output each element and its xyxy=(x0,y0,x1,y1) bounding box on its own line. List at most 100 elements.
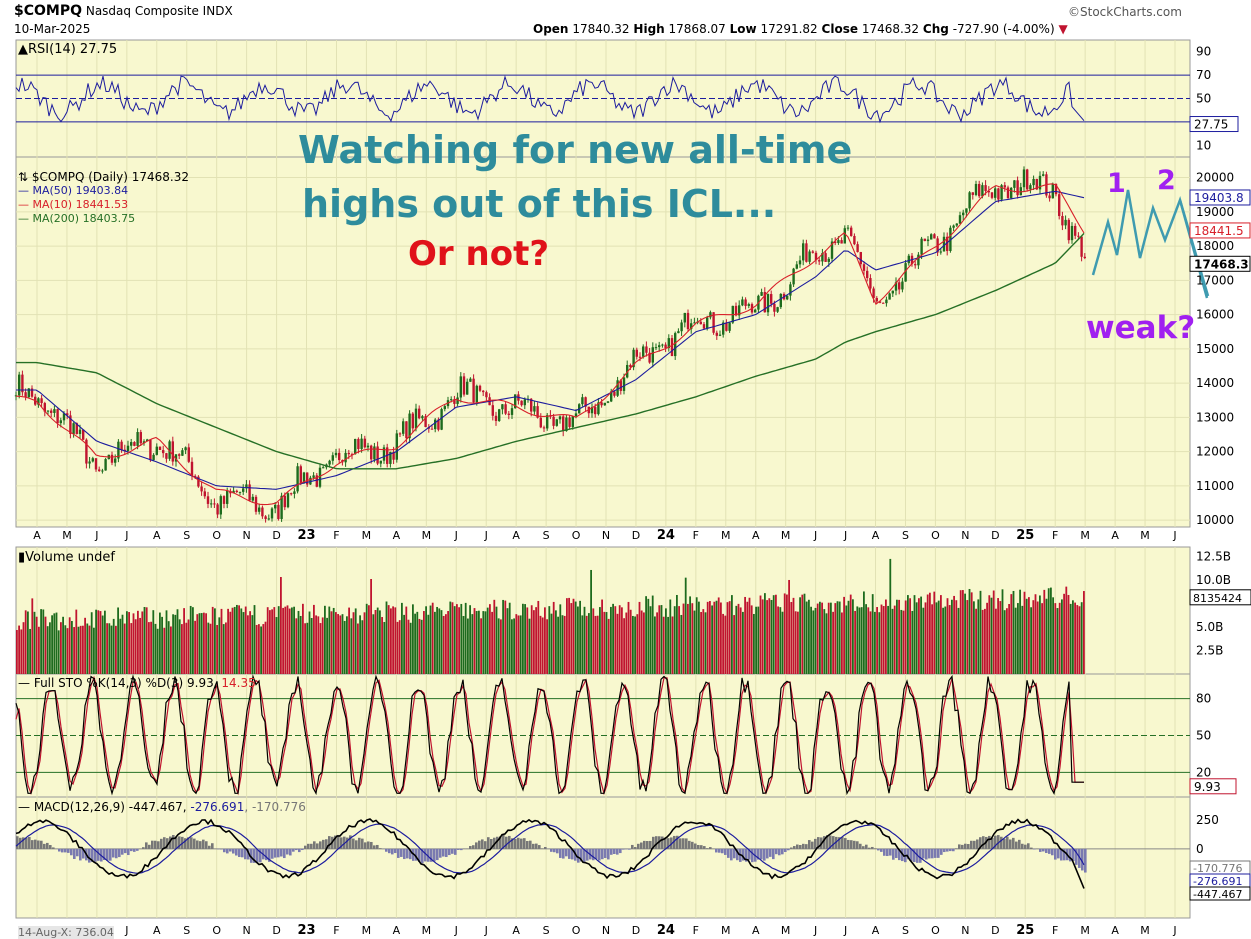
volume-bar xyxy=(403,614,405,674)
rsi-line xyxy=(15,75,1085,124)
volume-bar xyxy=(79,625,82,674)
volume-bar xyxy=(588,613,590,674)
macd-histogram-bar xyxy=(949,848,952,852)
volume-bar xyxy=(605,612,608,674)
volume-bar xyxy=(786,594,788,674)
volume-bar xyxy=(594,615,597,674)
month-axis-label-bottom: N xyxy=(961,924,969,937)
volume-bar xyxy=(519,615,522,674)
volume-value-label: 8135424 xyxy=(1193,592,1242,605)
price-candle xyxy=(878,301,882,303)
volume-bar xyxy=(698,601,700,674)
month-axis-label: D xyxy=(272,529,280,542)
volume-bar xyxy=(304,623,306,674)
macd-histogram-bar xyxy=(544,846,547,849)
price-tick: 19000 xyxy=(1196,205,1234,219)
macd-histogram-bar xyxy=(121,848,124,855)
price-candle xyxy=(450,399,453,401)
price-candle xyxy=(635,349,638,357)
volume-bar xyxy=(460,603,463,674)
month-axis-label-bottom: J xyxy=(454,924,458,937)
volume-bar xyxy=(414,613,416,674)
volume-bar xyxy=(229,611,232,674)
candle-icon: ⇅ xyxy=(18,170,29,184)
volume-bar xyxy=(981,609,984,674)
volume-bar xyxy=(524,604,526,674)
macd-histogram-bar xyxy=(448,848,451,856)
price-candle xyxy=(315,475,318,487)
volume-bar xyxy=(684,577,687,674)
price-candle xyxy=(174,454,178,462)
price-candle xyxy=(293,491,296,494)
macd-histogram-bar xyxy=(70,848,73,856)
volume-bar xyxy=(1017,603,1019,674)
macd-histogram-bar xyxy=(694,843,697,849)
volume-bar xyxy=(940,595,942,674)
macd-histogram-bar xyxy=(370,841,373,849)
sto-value-box xyxy=(1189,778,1237,795)
macd-histogram-bar xyxy=(328,836,331,849)
volume-bar xyxy=(634,616,636,674)
volume-bar xyxy=(810,606,812,674)
price-candle xyxy=(626,364,629,378)
price-candle xyxy=(574,413,578,417)
macd-histogram-bar xyxy=(364,842,367,849)
macd-histogram-bar xyxy=(388,848,391,854)
month-axis-label-bottom: N xyxy=(243,924,251,937)
price-candle xyxy=(88,461,91,464)
macd-histogram-bar xyxy=(379,848,382,849)
volume-bar xyxy=(843,596,845,674)
macd-histogram-bar xyxy=(601,848,604,860)
volume-bar xyxy=(200,613,203,674)
volume-bar xyxy=(49,622,51,674)
low-label: Low xyxy=(729,22,757,36)
volume-bar xyxy=(302,603,304,674)
volume-bar xyxy=(478,610,480,674)
price-candle xyxy=(216,504,219,515)
volume-bar xyxy=(759,595,762,674)
volume-bar xyxy=(183,608,185,674)
month-axis-label: N xyxy=(961,529,969,542)
price-candle xyxy=(965,208,968,213)
volume-bar xyxy=(781,611,784,674)
price-candle xyxy=(94,458,98,470)
macd-histogram-bar xyxy=(940,848,943,855)
volume-bar xyxy=(293,606,295,674)
volume-bar xyxy=(456,604,458,674)
macd-value-label: -447.467 xyxy=(1193,888,1242,901)
month-axis-label: A xyxy=(1111,529,1119,542)
volume-bar xyxy=(29,628,31,674)
macd-histogram-bar xyxy=(196,840,199,849)
macd-histogram-bar xyxy=(394,848,397,854)
volume-bar xyxy=(933,591,936,674)
month-axis-label-bottom: F xyxy=(1052,924,1058,937)
volume-bar xyxy=(900,609,903,674)
macd-histogram-bar xyxy=(961,844,964,849)
volume-bar xyxy=(484,611,487,674)
volume-bar xyxy=(1019,589,1021,674)
volume-bar xyxy=(110,625,113,674)
price-candle xyxy=(670,338,674,357)
volume-bar xyxy=(739,607,742,674)
macd-histogram-bar xyxy=(1054,848,1057,860)
volume-bar xyxy=(865,604,867,674)
volume-bar xyxy=(24,610,27,674)
volume-bar xyxy=(82,625,84,674)
price-candle xyxy=(376,446,379,464)
macd-histogram-bar xyxy=(409,848,412,860)
price-candle xyxy=(37,398,40,405)
price-candle xyxy=(584,397,587,407)
legend-ma10-text: MA(10) 18441.53 xyxy=(32,198,129,211)
macd-histogram-bar xyxy=(577,848,580,863)
low-value: 17291.82 xyxy=(760,22,818,36)
volume-bar xyxy=(469,605,471,674)
macd-histogram-bar xyxy=(946,848,949,852)
price-candle xyxy=(821,253,824,262)
price-candle xyxy=(552,416,555,426)
macd-histogram-bar xyxy=(250,848,253,863)
price-candle xyxy=(866,270,869,279)
volume-bar xyxy=(321,617,324,674)
volume-bar xyxy=(1028,597,1030,674)
macd-histogram-bar xyxy=(910,848,913,862)
price-candle xyxy=(984,185,987,192)
